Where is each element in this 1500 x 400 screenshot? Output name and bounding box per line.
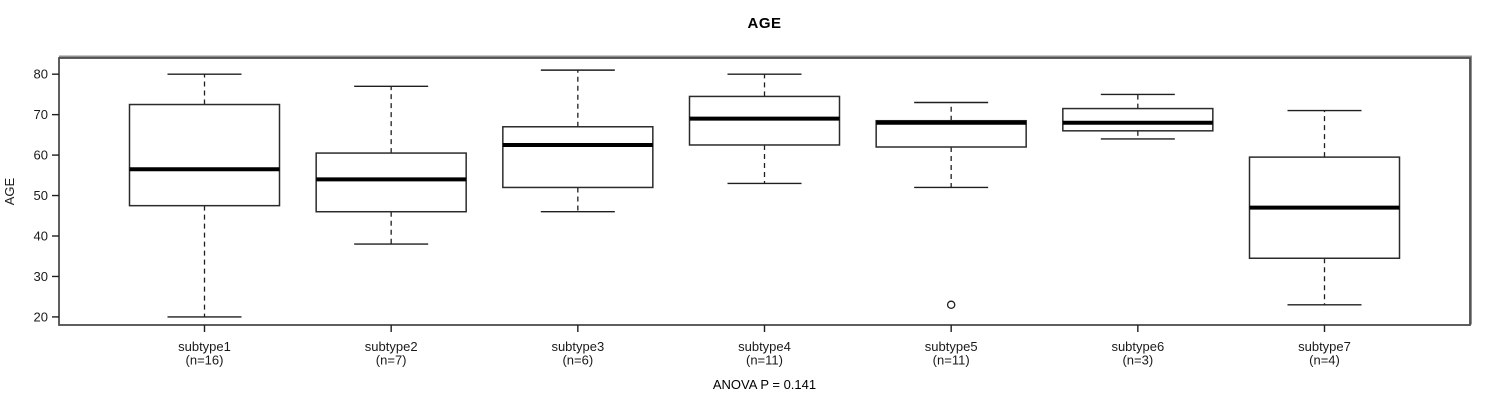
x-tick-sublabel-subtype6: (n=3) (1122, 353, 1153, 368)
chart-title: AGE (747, 15, 782, 32)
x-tick-sublabel-subtype2: (n=7) (376, 353, 407, 368)
y-axis-tick-label-60: 60 (34, 148, 48, 163)
y-axis-title: AGE (2, 177, 17, 205)
outlier-subtype5-0 (946, 300, 956, 310)
anova-annotation: ANOVA P = 0.141 (712, 377, 817, 392)
y-axis-tick-label-20: 20 (34, 309, 48, 324)
y-axis-tick-label-50: 50 (34, 188, 48, 203)
x-tick-label-subtype2: subtype2 (365, 339, 418, 354)
y-axis-tick-label-80: 80 (34, 67, 48, 82)
iqr-box-subtype3 (502, 126, 654, 189)
x-tick-label-subtype4: subtype4 (738, 339, 791, 354)
iqr-box-subtype1 (128, 103, 281, 207)
y-axis-tick-label-30: 30 (34, 269, 48, 284)
iqr-box-subtype2 (315, 152, 467, 213)
x-tick-sublabel-subtype1: (n=16) (186, 353, 224, 368)
x-tick-label-subtype3: subtype3 (551, 339, 604, 354)
x-tick-sublabel-subtype5: (n=11) (933, 353, 970, 368)
iqr-box-subtype4 (688, 95, 841, 146)
iqr-box-subtype5 (875, 119, 1027, 148)
x-tick-sublabel-subtype4: (n=11) (746, 353, 783, 368)
y-axis-tick-label-40: 40 (34, 229, 48, 244)
x-tick-label-subtype7: subtype7 (1298, 339, 1351, 354)
x-tick-label-subtype6: subtype6 (1111, 339, 1164, 354)
y-axis-tick-label-70: 70 (34, 107, 48, 122)
x-tick-label-subtype5: subtype5 (925, 339, 978, 354)
iqr-box-subtype6 (1062, 107, 1214, 132)
x-tick-sublabel-subtype3: (n=6) (562, 353, 593, 368)
x-tick-label-subtype1: subtype1 (178, 339, 231, 354)
x-tick-sublabel-subtype7: (n=4) (1309, 353, 1340, 368)
